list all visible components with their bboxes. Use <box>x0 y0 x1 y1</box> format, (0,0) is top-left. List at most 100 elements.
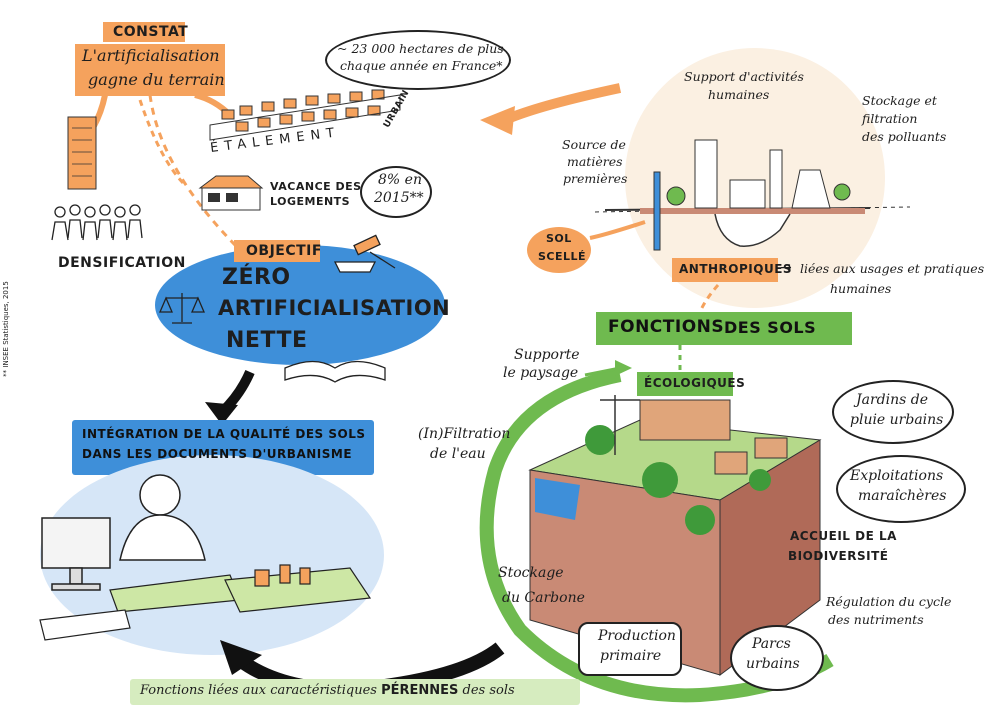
source-line1: Source de <box>562 137 626 152</box>
constat-title: CONSTAT <box>113 24 189 40</box>
sol-scelle-box <box>527 227 591 273</box>
biodiversite-line1: ACCUEIL DE LA <box>790 529 897 543</box>
hand-icon <box>714 213 791 247</box>
integration-banner <box>72 420 374 475</box>
computer-monitor-icon <box>41 517 111 591</box>
stockage-line1: Stockage et <box>862 93 937 108</box>
vacance-bubble-line2: 2015** <box>374 190 424 206</box>
integration-line2: DANS LES DOCUMENTS D'URBANISME <box>82 447 353 461</box>
paysage-line2: le paysage <box>503 365 579 381</box>
dashed-anthropiques-to-fonctions <box>698 284 720 313</box>
vacance-bubble-line1: 8% en <box>378 172 422 188</box>
anthropiques-label: ANTHROPIQUES <box>679 262 793 276</box>
scales-icon <box>159 293 205 324</box>
bottom-banner-prefix: Fonctions liées aux caractéristiques <box>140 683 377 698</box>
objectif-ellipse <box>155 245 445 365</box>
bottom-banner-emph: PÉRENNES <box>381 683 459 698</box>
arrow-paysage-head <box>615 360 632 376</box>
anthropiques-box <box>672 258 778 282</box>
ecologiques-box <box>637 372 733 396</box>
production-line1: Production <box>598 628 676 644</box>
constat-line2: gagne du terrain <box>88 70 225 89</box>
infiltration-line2: de l'eau <box>430 446 486 462</box>
tower-building-icon <box>67 116 97 190</box>
infiltration-line1: (In)Filtration <box>418 426 511 442</box>
arrow-paysage <box>584 366 621 377</box>
carbone-line1: Stockage <box>498 565 564 581</box>
hectares-line1: ~ 23 000 hectares de plus <box>337 41 504 56</box>
support-line1: Support d'activités <box>684 69 804 84</box>
jardins-bubble <box>832 380 954 444</box>
dashed-arrow-constat <box>148 94 242 252</box>
biodiversite-line2: BIODIVERSITÉ <box>788 549 889 563</box>
parcs-line2: urbains <box>746 656 800 672</box>
city-on-tray-icon <box>666 139 851 209</box>
bottom-banner-bg <box>130 679 580 705</box>
sol-support-circle <box>625 48 885 308</box>
vacance-line2: LOGEMENTS <box>270 195 351 208</box>
sources-line2: ** INSEE Statistiques, 2015 <box>1 281 10 377</box>
regulation-line2: des nutriments <box>828 612 924 627</box>
bottom-banner-suffix: des sols <box>462 683 515 698</box>
soil-block-icon <box>528 395 822 676</box>
hectares-bubble <box>325 30 511 90</box>
bottom-banner-text: Fonctions liées aux caractéristiques PÉR… <box>140 683 515 698</box>
integration-line1: INTÉGRATION DE LA QUALITÉ DES SOLS <box>82 427 366 441</box>
green-cycle-arc <box>479 368 834 703</box>
objectif-title-box <box>234 240 320 262</box>
hectares-line2: chaque année en France* <box>340 58 503 73</box>
anthropiques-desc1: liées aux usages et pratiques <box>800 261 985 276</box>
source-line2: matières <box>567 154 623 169</box>
arrow-down-head <box>205 402 238 425</box>
soil-strip <box>640 208 865 214</box>
production-box <box>578 622 682 676</box>
vacance-bubble <box>360 166 432 218</box>
gavel-icon <box>333 234 396 273</box>
ecologiques-label: ÉCOLOGIQUES <box>644 376 746 390</box>
constat-title-box <box>103 22 185 42</box>
support-line2: humaines <box>708 87 770 102</box>
production-line2: primaire <box>600 648 662 664</box>
source-line3: premières <box>563 171 628 186</box>
exploitations-line1: Exploitations <box>850 468 944 484</box>
densification-label: DENSIFICATION <box>58 255 186 271</box>
fonctions-title-main: FONCTIONS <box>608 317 725 337</box>
objectif-line2: ARTIFICIALISATION <box>218 296 451 320</box>
constat-line1: L'artificialisation <box>82 46 220 65</box>
stockage-line3: des polluants <box>862 129 947 144</box>
fonctions-title-box <box>596 312 852 345</box>
planner-person-icon <box>119 474 206 561</box>
arrow-bottom-head <box>220 640 262 675</box>
anthropiques-arrow: → <box>780 260 792 276</box>
papers-icon <box>39 564 372 641</box>
sol-scelle-line1: SOL <box>546 232 572 245</box>
sol-scelle-line2: SCELLÉ <box>538 250 587 263</box>
anthropiques-desc2: humaines <box>830 281 892 296</box>
vacance-line1: VACANCE DES <box>270 180 362 193</box>
exploitations-line2: maraîchères <box>858 488 947 504</box>
carbone-line2: du Carbone <box>502 590 585 606</box>
objectif-title: OBJECTIF <box>246 243 322 259</box>
parcs-bubble <box>730 625 824 691</box>
jardins-line2: pluie urbains <box>850 412 944 428</box>
constat-text-box <box>75 44 225 96</box>
etalement-houses-icon <box>221 89 385 132</box>
regulation-line1: Régulation du cycle <box>826 594 952 609</box>
stockage-line2: filtration <box>862 111 918 126</box>
arrow-to-vacance <box>138 99 187 187</box>
open-book-icon <box>284 360 386 383</box>
fonctions-title-rest: DES SOLS <box>724 318 817 337</box>
jardins-line1: Jardins de <box>856 392 928 408</box>
etalement-ground <box>209 94 401 141</box>
arrow-head-orange-left <box>480 106 515 135</box>
vacant-house-icon <box>198 175 264 211</box>
parcs-line1: Parcs <box>752 636 791 652</box>
crowd-icon <box>51 204 143 241</box>
exploitations-bubble <box>836 455 966 523</box>
pipe-icon <box>653 171 661 251</box>
objectif-line1: ZÉRO <box>222 265 291 290</box>
paysage-line1: Supporte <box>514 347 580 363</box>
objectif-line3: NETTE <box>226 328 308 353</box>
arrow-to-left-orange <box>503 83 622 125</box>
